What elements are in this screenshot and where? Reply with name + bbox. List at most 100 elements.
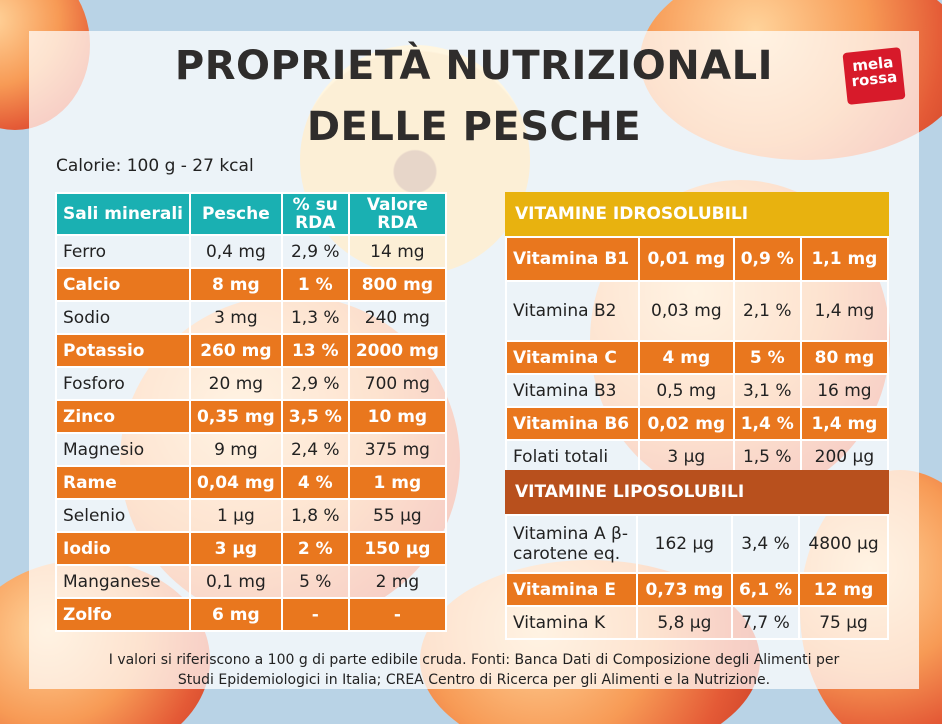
row-label: Zolfo [55, 597, 191, 632]
calories-text: Calorie: 100 g - 27 kcal [56, 156, 254, 176]
row-value: 260 mg [188, 333, 283, 368]
row-label: Vitamina B3 [505, 373, 640, 408]
row-label: Zinco [55, 399, 191, 434]
row-value: 2,1 % [732, 280, 802, 342]
table-row: Folati totali 3 µg 1,5 % 200 µg [505, 439, 890, 474]
row-value: 1,4 % [732, 406, 802, 441]
row-value: 162 µg [635, 514, 733, 574]
row-value: 375 mg [347, 432, 447, 467]
row-value: 3,1 % [732, 373, 802, 408]
table-row: Selenio 1 µg 1,8 % 55 µg [55, 498, 447, 533]
row-value: 3 mg [188, 300, 283, 335]
row-value: 75 µg [798, 605, 889, 640]
row-label: Vitamina E [505, 572, 638, 607]
row-value: 16 mg [799, 373, 890, 408]
water-vitamins-title: VITAMINE IDROSOLUBILI [505, 192, 889, 236]
row-value: 5 % [280, 564, 350, 599]
row-value: 0,9 % [732, 236, 802, 282]
row-value: 5,8 µg [635, 605, 733, 640]
row-value: 4 % [280, 465, 350, 500]
row-value: 1,3 % [280, 300, 350, 335]
row-value: 8 mg [188, 267, 283, 302]
table-row: Calcio 8 mg 1 % 800 mg [55, 267, 447, 302]
footnote-line1: I valori si riferiscono a 100 g di parte… [108, 652, 840, 668]
row-value: 0,03 mg [637, 280, 735, 342]
row-value: 20 mg [188, 366, 283, 401]
header-peaches: Pesche [188, 192, 283, 236]
row-value: 1 µg [188, 498, 283, 533]
row-label: Vitamina C [505, 340, 640, 375]
table-row: Vitamina B3 0,5 mg 3,1 % 16 mg [505, 373, 890, 408]
row-value: 6 mg [188, 597, 283, 632]
row-label: Vitamina A β-carotene eq. [505, 514, 638, 574]
fat-vitamins-title: VITAMINE LIPOSOLUBILI [505, 470, 889, 514]
header-minerals: Sali minerali [55, 192, 191, 236]
row-value: 1,1 mg [799, 236, 890, 282]
row-label: Manganese [55, 564, 191, 599]
row-value: 2,4 % [280, 432, 350, 467]
row-value: 14 mg [347, 234, 447, 269]
row-value: 0,35 mg [188, 399, 283, 434]
row-label: Vitamina B6 [505, 406, 640, 441]
row-value: 700 mg [347, 366, 447, 401]
row-value: 0,1 mg [188, 564, 283, 599]
row-value: 2,9 % [280, 234, 350, 269]
row-value: 80 mg [799, 340, 890, 375]
row-value: 1,8 % [280, 498, 350, 533]
row-value: 1,4 mg [799, 406, 890, 441]
row-value: 1,4 mg [799, 280, 890, 342]
row-value: 2,9 % [280, 366, 350, 401]
row-value: 1,5 % [732, 439, 802, 474]
row-label: Vitamina B1 [505, 236, 640, 282]
melarossa-logo: mela rossa [842, 47, 906, 105]
row-value: 2000 mg [347, 333, 447, 368]
row-value: 150 µg [347, 531, 447, 566]
row-value: 0,04 mg [188, 465, 283, 500]
row-value: 10 mg [347, 399, 447, 434]
row-label: Potassio [55, 333, 191, 368]
water-vitamins-table: Vitamina B1 0,01 mg 0,9 % 1,1 mg Vitamina B2… [505, 236, 890, 474]
header-rda-percent: % su RDA [280, 192, 350, 236]
table-row: Vitamina E 0,73 mg 6,1 % 12 mg [505, 572, 889, 607]
row-value: 6,1 % [730, 572, 801, 607]
row-value: 9 mg [188, 432, 283, 467]
row-value: 7,7 % [730, 605, 801, 640]
table-row: Fosforo 20 mg 2,9 % 700 mg [55, 366, 447, 401]
row-value: 3 µg [188, 531, 283, 566]
row-label: Sodio [55, 300, 191, 335]
page-title-line1: PROPRIETÀ NUTRIZIONALI [174, 43, 774, 89]
table-row: Magnesio 9 mg 2,4 % 375 mg [55, 432, 447, 467]
row-label: Selenio [55, 498, 191, 533]
row-label: Fosforo [55, 366, 191, 401]
row-value: 1 mg [347, 465, 447, 500]
table-row: Potassio 260 mg 13 % 2000 mg [55, 333, 447, 368]
table-row: Manganese 0,1 mg 5 % 2 mg [55, 564, 447, 599]
table-row: Rame 0,04 mg 4 % 1 mg [55, 465, 447, 500]
row-value: 55 µg [347, 498, 447, 533]
row-value: - [347, 597, 447, 632]
row-value: 13 % [280, 333, 350, 368]
header-rda-value: Valore RDA [347, 192, 447, 236]
table-row: Zolfo 6 mg - - [55, 597, 447, 632]
table-row: Vitamina B2 0,03 mg 2,1 % 1,4 mg [505, 280, 890, 342]
row-label: Vitamina B2 [505, 280, 640, 342]
table-row: Vitamina B6 0,02 mg 1,4 % 1,4 mg [505, 406, 890, 441]
table-row: Zinco 0,35 mg 3,5 % 10 mg [55, 399, 447, 434]
row-label: Magnesio [55, 432, 191, 467]
row-value: 5 % [732, 340, 802, 375]
row-value: 0,73 mg [635, 572, 733, 607]
row-value: - [280, 597, 350, 632]
table-row: Sodio 3 mg 1,3 % 240 mg [55, 300, 447, 335]
row-label: Rame [55, 465, 191, 500]
row-value: 0,02 mg [637, 406, 735, 441]
row-value: 3,5 % [280, 399, 350, 434]
row-value: 2 % [280, 531, 350, 566]
row-value: 800 mg [347, 267, 447, 302]
row-value: 240 mg [347, 300, 447, 335]
fat-vitamins-table: Vitamina A β-carotene eq. 162 µg 3,4 % 4800… [505, 514, 889, 640]
row-value: 2 mg [347, 564, 447, 599]
row-value: 1 % [280, 267, 350, 302]
table-row: Ferro 0,4 mg 2,9 % 14 mg [55, 234, 447, 269]
row-value: 0,4 mg [188, 234, 283, 269]
